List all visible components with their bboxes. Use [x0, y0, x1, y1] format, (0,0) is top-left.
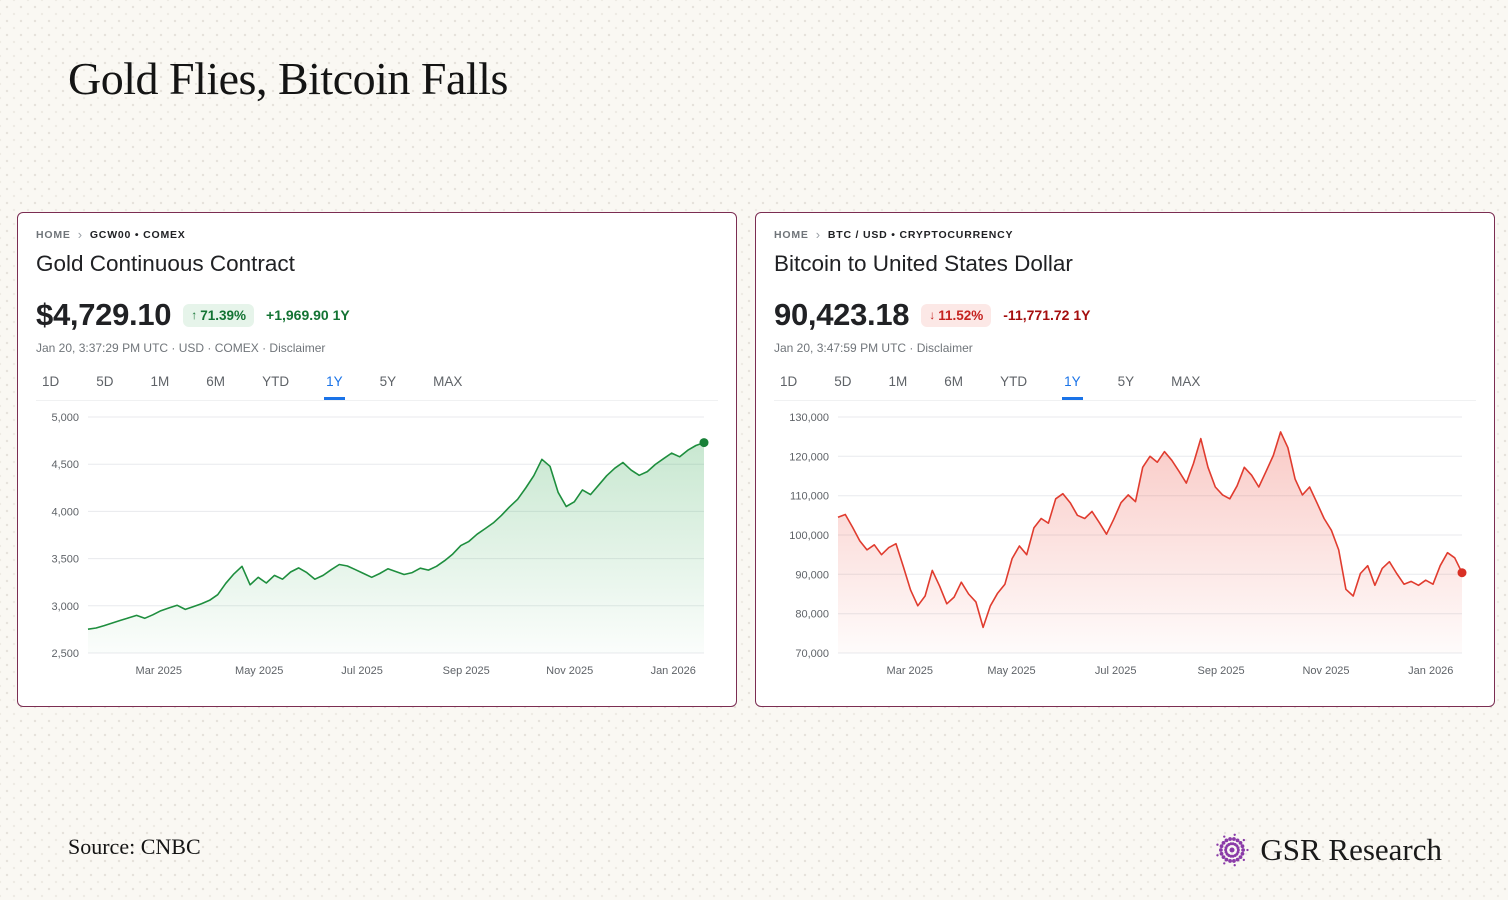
- gold-xtick-label: Nov 2025: [546, 665, 593, 677]
- btc-xtick-label: Sep 2025: [1198, 665, 1245, 677]
- price-row: $4,729.10 ↑ 71.39% +1,969.90 1Y: [36, 297, 718, 333]
- gold-xtick-label: Jul 2025: [341, 665, 383, 677]
- breadcrumb: HOME › BTC / USD • CRYPTOCURRENCY: [774, 227, 1476, 242]
- price-row: 90,423.18 ↓ 11.52% -11,771.72 1Y: [774, 297, 1476, 333]
- gold-ytick-label: 4,500: [51, 459, 79, 471]
- breadcrumb-symbol: GCW00 • COMEX: [89, 228, 186, 241]
- change-absolute: -11,771.72 1Y: [1003, 307, 1091, 323]
- chevron-right-icon: ›: [77, 227, 83, 242]
- gold-last-price-dot: [699, 438, 709, 448]
- btc-xtick-label: Mar 2025: [887, 665, 933, 677]
- range-tab-1y[interactable]: 1Y: [1062, 370, 1083, 400]
- range-tab-max[interactable]: MAX: [433, 374, 463, 389]
- gold-xtick-label: Sep 2025: [443, 665, 490, 677]
- range-tab-6m[interactable]: 6M: [206, 374, 226, 389]
- gold-area-fill: [88, 442, 704, 653]
- range-tab-max[interactable]: MAX: [1171, 374, 1201, 389]
- gold-price-line: [87, 441, 705, 630]
- page-title: Gold Flies, Bitcoin Falls: [68, 53, 508, 104]
- change-percent-value: 71.39%: [200, 307, 247, 323]
- btc-xtick-label: Jan 2026: [1408, 665, 1453, 677]
- price-value: 90,423.18: [774, 297, 910, 332]
- gold-chart-card: HOME › GCW00 • COMEX Gold Continuous Con…: [17, 212, 737, 707]
- change-percent-value: 11.52%: [938, 307, 984, 323]
- gold-ytick-label: 3,500: [51, 554, 79, 566]
- brand-name: GSR Research: [1260, 832, 1442, 867]
- arrow-up-icon: ↑: [191, 308, 198, 322]
- range-tab-ytd[interactable]: YTD: [1000, 374, 1028, 389]
- btc-ytick-label: 130,000: [789, 412, 829, 424]
- gold-ytick-label: 4,000: [51, 506, 79, 518]
- price-value: $4,729.10: [36, 297, 172, 332]
- instrument-title: Gold Continuous Contract: [36, 251, 295, 276]
- bitcoin-price-chart[interactable]: 130,000 120,000 110,000 100,000 90,000 80,000…: [774, 409, 1478, 681]
- gold-price-chart[interactable]: 5,000 4,500 4,000 3,500 3,000 2,500 Mar 2025 Ma…: [36, 409, 720, 681]
- gold-ytick-label: 5,000: [51, 412, 79, 424]
- timestamp: Jan 20, 3:47:59 PM UTC · Disclaimer: [774, 341, 973, 355]
- range-tab-1d[interactable]: 1D: [42, 374, 60, 389]
- instrument-title: Bitcoin to United States Dollar: [774, 251, 1073, 276]
- btc-ytick-label: 80,000: [795, 609, 829, 621]
- bitcoin-chart-card: HOME › BTC / USD • CRYPTOCURRENCY Bitcoi…: [755, 212, 1495, 707]
- btc-area-fill: [838, 431, 1462, 653]
- breadcrumb-home-link[interactable]: HOME: [36, 228, 71, 241]
- range-tab-5d[interactable]: 5D: [96, 374, 114, 389]
- btc-last-price-dot: [1457, 568, 1467, 578]
- range-tab-6m[interactable]: 6M: [944, 374, 964, 389]
- range-tab-1m[interactable]: 1M: [150, 374, 170, 389]
- btc-ytick-label: 120,000: [789, 451, 829, 463]
- btc-xtick-label: Jul 2025: [1095, 665, 1137, 677]
- change-percent-badge: ↓ 11.52%: [921, 303, 992, 327]
- btc-xtick-label: Nov 2025: [1302, 665, 1349, 677]
- btc-ytick-label: 70,000: [795, 648, 829, 660]
- range-tab-ytd[interactable]: YTD: [262, 374, 290, 389]
- btc-ytick-label: 110,000: [790, 491, 829, 503]
- gold-ytick-label: 3,000: [51, 601, 79, 613]
- range-tabs: 1D 5D 1M 6M YTD 1Y 5Y MAX: [774, 370, 1476, 401]
- source-note: Source: CNBC: [68, 834, 201, 859]
- range-tabs: 1D 5D 1M 6M YTD 1Y 5Y MAX: [36, 370, 718, 401]
- range-tab-1m[interactable]: 1M: [888, 374, 908, 389]
- brand-lockup: GSR Research: [1214, 832, 1442, 868]
- btc-ytick-label: 90,000: [795, 569, 829, 581]
- btc-price-line: [837, 431, 1463, 629]
- gold-xtick-label: May 2025: [235, 665, 283, 677]
- timestamp: Jan 20, 3:37:29 PM UTC · USD · COMEX · D…: [36, 341, 326, 355]
- btc-xtick-label: May 2025: [987, 665, 1035, 677]
- breadcrumb-symbol: BTC / USD • CRYPTOCURRENCY: [827, 228, 1014, 241]
- range-tab-5y[interactable]: 5Y: [379, 374, 397, 389]
- chevron-right-icon: ›: [815, 227, 821, 242]
- arrow-down-icon: ↓: [929, 308, 936, 322]
- breadcrumb-home-link[interactable]: HOME: [774, 228, 809, 241]
- gold-xtick-label: Jan 2026: [651, 665, 696, 677]
- gold-ytick-label: 2,500: [51, 648, 79, 660]
- range-tab-5y[interactable]: 5Y: [1117, 374, 1135, 389]
- change-percent-badge: ↑ 71.39%: [183, 303, 255, 327]
- range-tab-5d[interactable]: 5D: [834, 374, 852, 389]
- range-tab-1y[interactable]: 1Y: [324, 370, 345, 400]
- btc-ytick-label: 100,000: [789, 530, 829, 542]
- gold-xtick-label: Mar 2025: [136, 665, 182, 677]
- gsr-logo-icon: [1216, 833, 1249, 867]
- change-absolute: +1,969.90 1Y: [266, 307, 350, 323]
- range-tab-1d[interactable]: 1D: [780, 374, 798, 389]
- breadcrumb: HOME › GCW00 • COMEX: [36, 227, 718, 242]
